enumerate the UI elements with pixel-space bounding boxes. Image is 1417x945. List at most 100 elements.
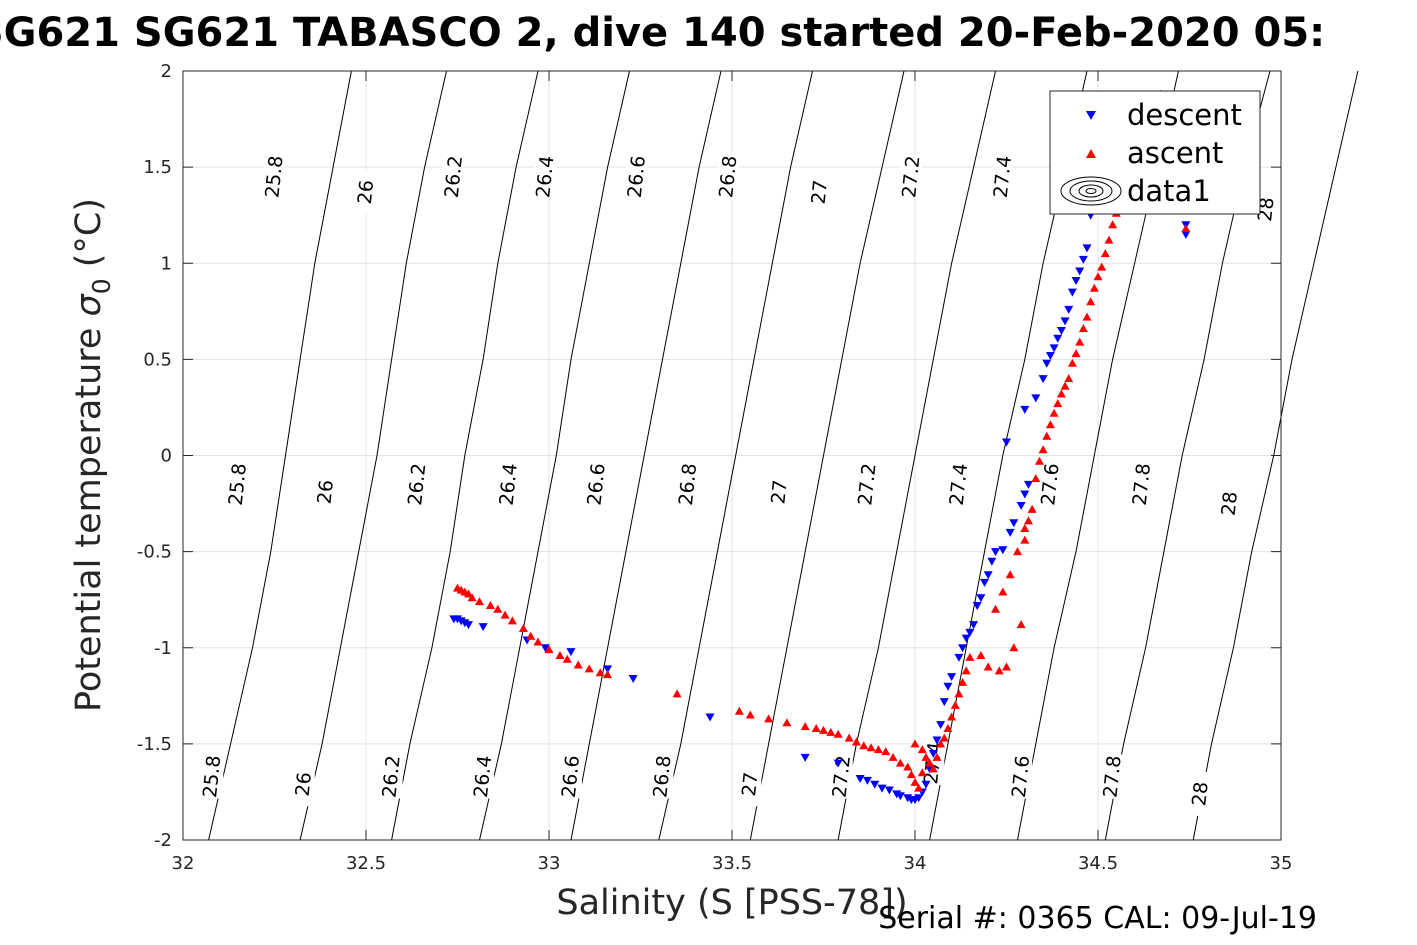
ascent-point bbox=[928, 764, 938, 773]
contour-label: 27.4 bbox=[920, 741, 946, 785]
ascent-point bbox=[518, 624, 528, 633]
legend-ascent-marker-icon bbox=[1086, 149, 1096, 158]
ascent-point bbox=[1067, 358, 1077, 367]
density-contour-labels: 25.8 26 26.2 26.4 26.6 26.8 27 27.2 27.4 28 25.8 26… bbox=[199, 154, 1279, 816]
contour-label: 27.6 bbox=[1008, 754, 1034, 798]
ascent-point bbox=[917, 768, 927, 777]
isopycnal-line bbox=[749, 70, 905, 841]
legend: descent ascent data1 bbox=[1049, 90, 1261, 215]
ascent-point bbox=[1071, 349, 1081, 358]
ascent-point bbox=[811, 723, 821, 732]
contour-label: 26.8 bbox=[675, 462, 701, 506]
ascent-point bbox=[1020, 535, 1030, 544]
descent-point bbox=[972, 601, 982, 610]
contour-label-mask bbox=[585, 462, 608, 507]
ascent-point bbox=[914, 783, 924, 792]
descent-point bbox=[961, 634, 971, 643]
ascent-point bbox=[1053, 399, 1063, 408]
ascent-point bbox=[859, 741, 869, 750]
descent-point bbox=[1060, 317, 1070, 326]
contour-label: 26.2 bbox=[404, 462, 430, 506]
contour-label: 26.4 bbox=[532, 155, 558, 199]
ascent-point bbox=[1034, 456, 1044, 465]
ascent-point bbox=[603, 670, 613, 679]
contour-label-mask bbox=[355, 170, 377, 215]
isopycnal-line bbox=[391, 70, 539, 841]
descent-point bbox=[991, 548, 1001, 557]
descent-point bbox=[1038, 375, 1048, 384]
descent-point bbox=[895, 792, 905, 801]
y-axis-ticks: 2 1.5 1 0.5 0 -0.5 -1 -1.5 -2 bbox=[137, 61, 1281, 851]
ascent-point bbox=[910, 777, 920, 786]
descent-point bbox=[862, 776, 872, 785]
contour-label: 25.8 bbox=[225, 462, 251, 506]
contour-label-mask bbox=[808, 170, 831, 215]
ascent-point bbox=[819, 725, 828, 734]
ascent-point bbox=[947, 712, 957, 721]
descent-point bbox=[833, 759, 843, 768]
y-tick-label: -1.5 bbox=[137, 734, 172, 755]
ascent-point bbox=[1181, 224, 1191, 233]
ascent-point bbox=[994, 666, 1004, 675]
ascent-point bbox=[1031, 474, 1041, 483]
ascent-point bbox=[950, 700, 960, 709]
ascent-point bbox=[1038, 445, 1048, 454]
contour-label-mask bbox=[534, 154, 557, 199]
contour-label: 27 bbox=[738, 771, 762, 797]
contour-label-mask bbox=[442, 154, 465, 199]
contour-label-mask bbox=[1218, 481, 1241, 526]
contour-label-mask bbox=[768, 470, 791, 515]
legend-descent-marker-icon bbox=[1086, 111, 1096, 120]
descent-point bbox=[1020, 490, 1030, 499]
descent-point bbox=[921, 780, 931, 789]
descent-point bbox=[1075, 267, 1085, 276]
isopycnal-line bbox=[299, 70, 447, 841]
contour-label-mask bbox=[1010, 754, 1033, 799]
contour-label-mask bbox=[856, 462, 879, 507]
contour-label-mask bbox=[1255, 187, 1278, 232]
ascent-point bbox=[1042, 431, 1052, 440]
contour-label: 25.8 bbox=[261, 155, 287, 199]
contour-label-mask bbox=[947, 462, 970, 507]
descent-point bbox=[1082, 244, 1092, 253]
contour-label: 27.2 bbox=[898, 155, 924, 199]
x-tick-label: 32 bbox=[172, 853, 195, 874]
ascent-point bbox=[595, 668, 605, 677]
descent-point bbox=[1020, 405, 1030, 414]
descent-point bbox=[976, 594, 986, 603]
contour-label: 26.2 bbox=[378, 754, 404, 798]
contour-label: 28 bbox=[1218, 490, 1242, 516]
isopycnal-line bbox=[208, 70, 352, 841]
contour-label-mask bbox=[497, 462, 520, 507]
ascent-point bbox=[1002, 662, 1011, 671]
descent-point bbox=[628, 675, 638, 684]
descent-point bbox=[936, 721, 946, 730]
ascent-point bbox=[800, 722, 810, 731]
contour-label: 27.8 bbox=[1099, 754, 1125, 798]
descent-point bbox=[1045, 352, 1055, 361]
serial-calibration-note: Serial #: 0365 CAL: 09-Jul-19 bbox=[878, 901, 1317, 936]
contour-label-mask bbox=[406, 462, 429, 507]
y-axis-label-unit: (°C) bbox=[69, 198, 109, 278]
descent-point bbox=[603, 665, 613, 674]
descent-point bbox=[947, 673, 957, 682]
isopycnal-line bbox=[570, 70, 722, 841]
contour-label-mask bbox=[1130, 462, 1153, 507]
ascent-point bbox=[939, 733, 949, 742]
ascent-point bbox=[881, 747, 891, 756]
contour-label: 27.4 bbox=[990, 155, 1016, 199]
ascent-point bbox=[555, 650, 565, 659]
descent-point bbox=[877, 784, 887, 793]
descent-point bbox=[705, 713, 715, 722]
contour-label-mask bbox=[830, 754, 853, 799]
contour-label: 28 bbox=[1188, 781, 1212, 807]
ascent-point bbox=[1082, 312, 1092, 321]
ascent-point bbox=[873, 745, 883, 754]
contour-label: 26 bbox=[292, 771, 316, 797]
legend-data1-label: data1 bbox=[1127, 174, 1211, 208]
descent-point bbox=[943, 682, 953, 691]
descent-point bbox=[998, 546, 1008, 555]
contour-label-mask bbox=[900, 154, 923, 199]
contour-label: 27.2 bbox=[854, 462, 880, 506]
ascent-point bbox=[1060, 381, 1070, 390]
